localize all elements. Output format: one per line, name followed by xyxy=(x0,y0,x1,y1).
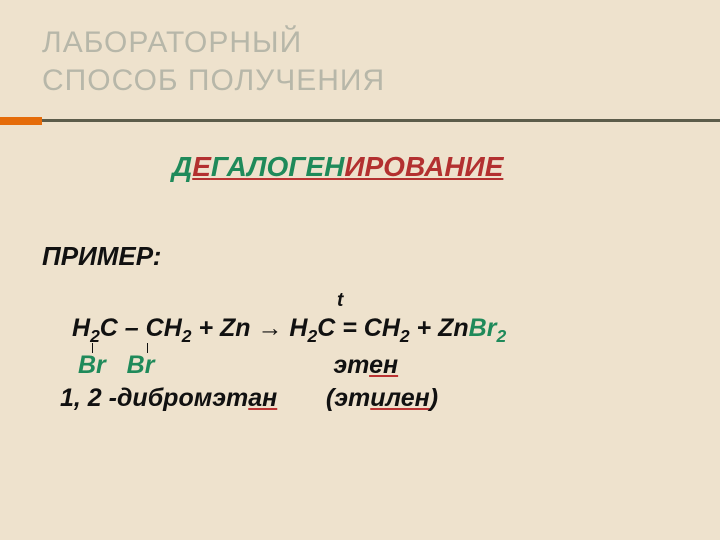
bond-tick-1 xyxy=(92,343,93,353)
f-sub4: 2 xyxy=(400,326,410,346)
eten-b: ен xyxy=(369,351,398,379)
f-znbr: Br xyxy=(469,314,497,342)
bond-tick-2 xyxy=(147,343,148,353)
slide-title-block: ЛАБОРАТОРНЫЙ СПОСОБ ПОЛУЧЕНИЯ xyxy=(0,0,720,117)
etilen-b: илен xyxy=(370,384,430,412)
dibrom-a: 1, 2 -дибромэт xyxy=(60,384,248,412)
f-d: C = CH xyxy=(317,314,400,342)
eten-label: этен xyxy=(333,349,398,383)
eten-a: эт xyxy=(333,351,369,379)
subtitle-part4: ИРОВАНИЕ xyxy=(344,151,503,182)
accent-divider xyxy=(0,117,720,125)
subtitle: ДЕГАЛОГЕНИРОВАНИЕ xyxy=(42,151,720,183)
f-b: C – CH xyxy=(100,314,182,342)
f-h: H xyxy=(72,314,90,342)
content-area: ДЕГАЛОГЕНИРОВАНИЕ ПРИМЕР: t H2C – CH2 + … xyxy=(0,125,720,416)
f-sub2: 2 xyxy=(182,326,192,346)
br-2: Br xyxy=(127,351,155,379)
temperature-marker: t xyxy=(337,288,343,314)
subtitle-part2: Е xyxy=(192,151,211,182)
br-1: Br xyxy=(78,351,106,379)
example-label: ПРИМЕР: xyxy=(42,241,720,272)
formula-row-1: H2C – CH2 + Zn → H2C = CH2 + ZnBr2 xyxy=(42,312,720,349)
accent-gray-segment xyxy=(42,119,720,122)
subtitle-part1: Д xyxy=(172,151,192,182)
etilen-c: ) xyxy=(430,384,438,412)
dibrom-b: ан xyxy=(248,384,277,412)
title-line-2: СПОСОБ ПОЛУЧЕНИЯ xyxy=(42,62,720,100)
f-e: + Zn xyxy=(410,314,469,342)
f-c: + Zn → H xyxy=(192,314,308,342)
f-sub3: 2 xyxy=(307,326,317,346)
formula-row-3: 1, 2 -дибромэтан (этилен) xyxy=(42,382,720,416)
formula-row-2: Br Br этен xyxy=(42,349,720,383)
etilen-a: (эт xyxy=(326,384,370,412)
title-line-1: ЛАБОРАТОРНЫЙ xyxy=(42,24,720,62)
f-sub5: 2 xyxy=(496,326,506,346)
chemical-formula: t H2C – CH2 + Zn → H2C = CH2 + ZnBr2 Br … xyxy=(42,312,720,416)
accent-orange-segment xyxy=(0,117,42,125)
subtitle-part3: ГАЛОГЕН xyxy=(211,151,344,182)
